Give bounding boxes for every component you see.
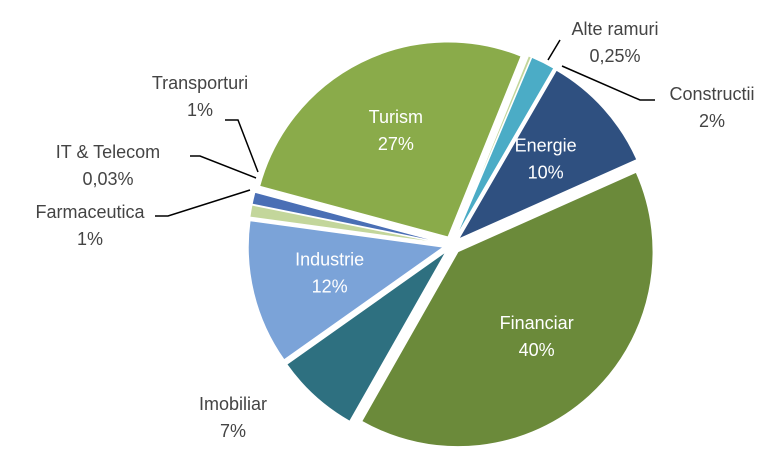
slice-name: Turism <box>369 107 423 127</box>
slice-name: Constructii <box>669 84 754 104</box>
pie-slice <box>247 220 445 361</box>
pie-slice <box>457 69 638 241</box>
leader-line <box>155 189 251 217</box>
slice-name: Industrie <box>295 250 364 270</box>
pie-slice <box>251 191 444 244</box>
slice-value: 40% <box>519 340 555 360</box>
leader-line <box>190 155 257 179</box>
leader-line <box>225 119 259 173</box>
slice-name: Energie <box>515 135 577 155</box>
slice-name: IT & Telecom <box>56 142 160 162</box>
pie-slice <box>259 41 522 238</box>
slice-value: 7% <box>220 421 246 441</box>
leader-line <box>547 39 561 61</box>
slice-value: 27% <box>378 134 414 154</box>
leader-line <box>561 65 655 101</box>
slice-value: 1% <box>77 229 103 249</box>
slice-value: 2% <box>699 111 725 131</box>
slice-value: 1% <box>187 100 213 120</box>
pie-slice <box>455 56 555 238</box>
slice-name: Financiar <box>500 313 574 333</box>
pie-slice <box>286 251 447 422</box>
slice-name: Farmaceutica <box>35 202 145 222</box>
slice-value: 10% <box>528 162 564 182</box>
slice-value: 12% <box>312 277 348 297</box>
slice-name: Alte ramuri <box>571 19 658 39</box>
pie-slice <box>361 171 654 448</box>
pie-slice <box>454 55 532 237</box>
slice-name: Transporturi <box>152 73 248 93</box>
slice-value: 0,03% <box>82 169 133 189</box>
slice-value: 0,25% <box>589 46 640 66</box>
slice-name: Imobiliar <box>199 394 267 414</box>
